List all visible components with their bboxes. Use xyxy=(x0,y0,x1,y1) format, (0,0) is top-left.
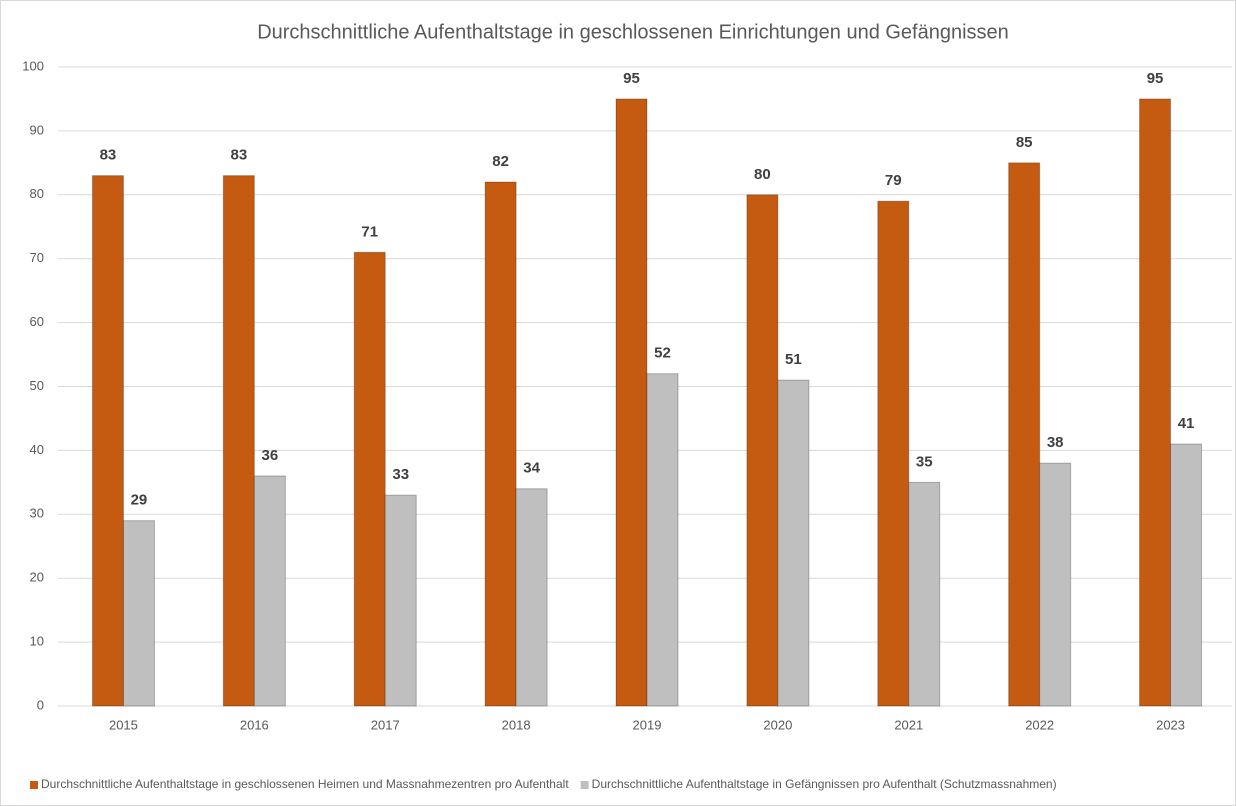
y-tick-label: 60 xyxy=(30,314,44,329)
x-tick-label: 2021 xyxy=(894,717,923,732)
value-label: 51 xyxy=(785,351,802,368)
value-label: 80 xyxy=(754,166,771,183)
value-label: 33 xyxy=(392,466,409,483)
bar xyxy=(1039,462,1072,707)
value-label: 71 xyxy=(361,223,378,240)
bar xyxy=(515,488,548,707)
y-tick-label: 40 xyxy=(30,442,44,457)
bar xyxy=(353,251,386,707)
bar xyxy=(222,175,255,707)
value-label: 79 xyxy=(885,172,902,189)
bar xyxy=(777,379,810,707)
bar xyxy=(384,494,417,707)
x-tick-label: 2018 xyxy=(502,717,531,732)
y-tick-label: 10 xyxy=(30,634,44,649)
value-label: 34 xyxy=(523,460,540,477)
legend-label: Durchschnittliche Aufenthaltstage in Gef… xyxy=(592,777,1057,791)
x-tick-label: 2022 xyxy=(1025,717,1054,732)
bar xyxy=(1170,443,1203,707)
y-tick-label: 0 xyxy=(37,697,44,712)
value-label: 29 xyxy=(131,492,148,509)
bar xyxy=(122,520,155,707)
bar xyxy=(1139,98,1172,707)
y-tick-label: 80 xyxy=(30,186,44,201)
value-label: 82 xyxy=(492,153,509,170)
y-tick-label: 30 xyxy=(30,506,44,521)
bar xyxy=(646,373,679,707)
x-tick-label: 2023 xyxy=(1156,717,1185,732)
y-tick-label: 90 xyxy=(30,122,44,137)
legend-label: Durchschnittliche Aufenthaltstage in ges… xyxy=(41,777,569,791)
x-tick-label: 2017 xyxy=(371,717,400,732)
value-label: 85 xyxy=(1016,134,1033,151)
legend-swatch xyxy=(580,781,589,789)
bar xyxy=(615,98,648,707)
value-label: 83 xyxy=(230,147,247,164)
legend-swatch xyxy=(30,781,38,789)
y-tick-label: 70 xyxy=(30,250,44,265)
x-tick-label: 2020 xyxy=(763,717,792,732)
bar xyxy=(746,194,779,707)
value-label: 83 xyxy=(100,147,117,164)
value-label: 95 xyxy=(1147,70,1164,87)
bar xyxy=(908,481,941,707)
bar xyxy=(253,475,286,707)
value-label: 95 xyxy=(623,70,640,87)
value-label: 36 xyxy=(261,447,278,464)
value-label: 52 xyxy=(654,345,671,362)
bar xyxy=(877,200,910,707)
y-tick-label: 20 xyxy=(30,570,44,585)
bar xyxy=(91,175,124,707)
x-tick-label: 2016 xyxy=(240,717,269,732)
bar xyxy=(1008,162,1041,707)
value-label: 35 xyxy=(916,453,933,470)
y-tick-label: 100 xyxy=(22,58,44,73)
x-tick-label: 2015 xyxy=(109,717,138,732)
y-tick-label: 50 xyxy=(30,378,44,393)
value-label: 38 xyxy=(1047,434,1064,451)
x-tick-label: 2019 xyxy=(633,717,662,732)
bar xyxy=(484,181,517,707)
chart-title: Durchschnittliche Aufenthaltstage in ges… xyxy=(257,21,1009,43)
value-label: 41 xyxy=(1178,415,1195,432)
